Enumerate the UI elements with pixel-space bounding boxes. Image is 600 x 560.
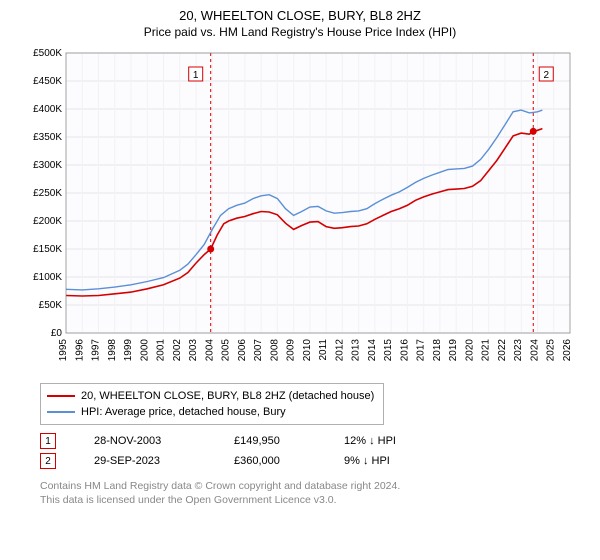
- svg-text:2013: 2013: [351, 339, 362, 362]
- annotation-delta: 9% ↓ HPI: [344, 455, 434, 467]
- annotation-row: 1 28-NOV-2003 £149,950 12% ↓ HPI: [40, 431, 600, 451]
- legend-item: HPI: Average price, detached house, Bury: [47, 404, 377, 420]
- svg-text:£350K: £350K: [33, 132, 62, 143]
- svg-text:2002: 2002: [172, 339, 183, 362]
- footer-line-1: Contains HM Land Registry data © Crown c…: [40, 479, 600, 493]
- svg-text:1: 1: [193, 70, 199, 81]
- svg-text:2007: 2007: [253, 339, 264, 362]
- svg-text:£300K: £300K: [33, 160, 62, 171]
- svg-text:1995: 1995: [58, 339, 69, 362]
- svg-text:2014: 2014: [367, 339, 378, 362]
- annotation-marker: 1: [40, 433, 56, 449]
- svg-text:£50K: £50K: [39, 300, 63, 311]
- svg-text:2012: 2012: [334, 339, 345, 362]
- titles: 20, WHEELTON CLOSE, BURY, BL8 2HZ Price …: [0, 0, 600, 39]
- chart-container: 20, WHEELTON CLOSE, BURY, BL8 2HZ Price …: [0, 0, 600, 507]
- svg-text:£450K: £450K: [33, 76, 62, 87]
- legend-label: 20, WHEELTON CLOSE, BURY, BL8 2HZ (detac…: [81, 390, 374, 402]
- legend: 20, WHEELTON CLOSE, BURY, BL8 2HZ (detac…: [40, 383, 384, 425]
- svg-text:1997: 1997: [91, 339, 102, 362]
- legend-label: HPI: Average price, detached house, Bury: [81, 406, 286, 418]
- svg-text:2020: 2020: [464, 339, 475, 362]
- annotation-row: 2 29-SEP-2023 £360,000 9% ↓ HPI: [40, 451, 600, 471]
- svg-text:2018: 2018: [432, 339, 443, 362]
- svg-text:2005: 2005: [221, 339, 232, 362]
- svg-text:2006: 2006: [237, 339, 248, 362]
- svg-text:2003: 2003: [188, 339, 199, 362]
- svg-text:2010: 2010: [302, 339, 313, 362]
- svg-text:£500K: £500K: [33, 48, 62, 59]
- svg-text:2008: 2008: [269, 339, 280, 362]
- svg-text:2015: 2015: [383, 339, 394, 362]
- line-chart-svg: £0 £50K £100K £150K £200K £250K £300K £350K £400…: [20, 47, 580, 377]
- legend-swatch: [47, 395, 75, 397]
- svg-text:2017: 2017: [416, 339, 427, 362]
- svg-text:£250K: £250K: [33, 188, 62, 199]
- svg-text:2000: 2000: [139, 339, 150, 362]
- legend-swatch: [47, 411, 75, 413]
- legend-item: 20, WHEELTON CLOSE, BURY, BL8 2HZ (detac…: [47, 388, 377, 404]
- svg-text:2021: 2021: [481, 339, 492, 362]
- svg-text:2: 2: [543, 70, 549, 81]
- annotation-delta: 12% ↓ HPI: [344, 435, 434, 447]
- svg-text:2009: 2009: [286, 339, 297, 362]
- svg-text:£400K: £400K: [33, 104, 62, 115]
- chart-area: £0 £50K £100K £150K £200K £250K £300K £350K £400…: [20, 47, 580, 377]
- svg-text:1999: 1999: [123, 339, 134, 362]
- svg-text:2019: 2019: [448, 339, 459, 362]
- svg-text:2001: 2001: [156, 339, 167, 362]
- annotation-marker: 2: [40, 453, 56, 469]
- svg-text:£0: £0: [51, 328, 63, 339]
- svg-text:£200K: £200K: [33, 216, 62, 227]
- chart-subtitle: Price paid vs. HM Land Registry's House …: [0, 25, 600, 39]
- svg-text:1998: 1998: [107, 339, 118, 362]
- svg-text:2016: 2016: [399, 339, 410, 362]
- annotation-table: 1 28-NOV-2003 £149,950 12% ↓ HPI 2 29-SEP-202…: [40, 431, 600, 471]
- annotation-date: 28-NOV-2003: [94, 435, 204, 447]
- svg-text:2004: 2004: [204, 339, 215, 362]
- annotation-price: £149,950: [234, 435, 314, 447]
- footer-line-2: This data is licensed under the Open Gov…: [40, 493, 600, 507]
- svg-text:2024: 2024: [529, 339, 540, 362]
- svg-text:2026: 2026: [562, 339, 573, 362]
- svg-text:1996: 1996: [74, 339, 85, 362]
- footer-attribution: Contains HM Land Registry data © Crown c…: [40, 479, 600, 507]
- svg-text:£150K: £150K: [33, 244, 62, 255]
- annotation-date: 29-SEP-2023: [94, 455, 204, 467]
- chart-title: 20, WHEELTON CLOSE, BURY, BL8 2HZ: [0, 8, 600, 23]
- svg-text:2023: 2023: [513, 339, 524, 362]
- svg-text:2011: 2011: [318, 339, 329, 361]
- annotation-price: £360,000: [234, 455, 314, 467]
- svg-text:£100K: £100K: [33, 272, 62, 283]
- svg-text:2025: 2025: [546, 339, 557, 362]
- svg-text:2022: 2022: [497, 339, 508, 362]
